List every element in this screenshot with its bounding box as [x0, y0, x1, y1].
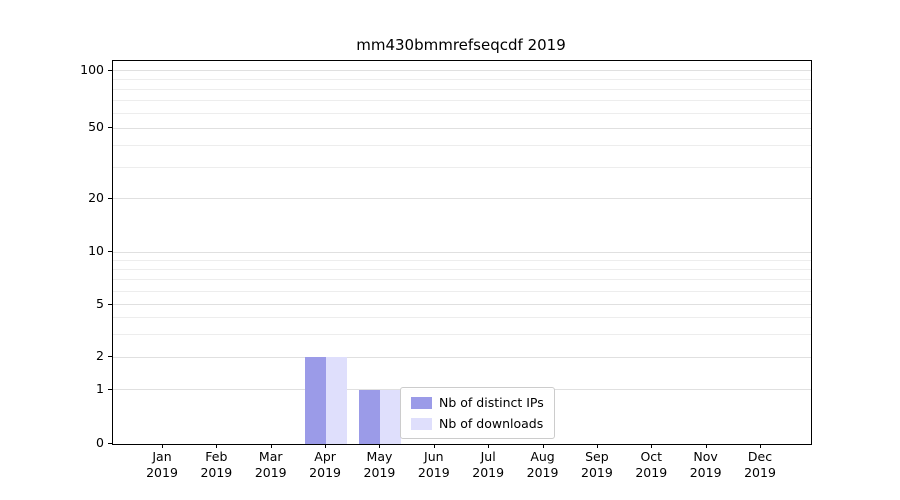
- x-tick-year: 2019: [689, 465, 722, 480]
- x-tick-year: 2019: [417, 465, 450, 480]
- x-tick-mark: [488, 444, 490, 448]
- legend-entry-downloads: Nb of downloads: [411, 416, 544, 431]
- x-tick-year: 2019: [581, 465, 613, 480]
- x-tick-year: 2019: [309, 465, 341, 480]
- x-tick-label-jun: Jun 2019: [404, 449, 464, 481]
- legend-swatch-distinct-ips: [411, 396, 432, 409]
- x-tick-label-aug: Aug 2019: [513, 449, 573, 481]
- x-tick-mark: [379, 444, 381, 448]
- x-tick-mark: [760, 444, 761, 448]
- x-tick-month: Mar: [258, 449, 283, 464]
- gridline-40: [113, 144, 811, 146]
- x-tick-month: Dec: [747, 449, 773, 464]
- legend-entry-distinct-ips: Nb of distinct IPs: [411, 395, 544, 410]
- x-tick-mark: [162, 444, 163, 448]
- x-tick-label-mar: Mar 2019: [241, 449, 301, 481]
- x-tick-year: 2019: [744, 465, 776, 480]
- y-tick-mark: [108, 127, 112, 129]
- x-tick-label-jul: Jul 2019: [458, 449, 518, 481]
- y-tick-mark: [108, 303, 112, 305]
- x-tick-mark: [705, 444, 707, 448]
- x-tick-mark: [542, 444, 544, 448]
- x-tick-label-may: May 2019: [349, 449, 409, 481]
- x-tick-month: Nov: [693, 449, 718, 464]
- y-tick-label-2: 2: [96, 348, 104, 364]
- x-tick-year: 2019: [472, 465, 505, 480]
- x-tick-year: 2019: [635, 465, 668, 480]
- x-tick-label-sep: Sep 2019: [567, 449, 627, 481]
- x-tick-year: 2019: [200, 465, 233, 480]
- x-tick-month: Jul: [480, 449, 496, 464]
- chart-title: mm430bmmrefseqcdf 2019: [356, 36, 566, 54]
- gridline-90: [113, 79, 811, 81]
- x-tick-label-feb: Feb 2019: [186, 449, 246, 481]
- y-tick-label-50: 50: [88, 119, 104, 135]
- y-tick-mark: [108, 251, 112, 253]
- y-tick-mark: [108, 443, 112, 444]
- x-tick-year: 2019: [363, 465, 396, 480]
- x-tick-month: Apr: [314, 449, 336, 464]
- bar-nb-of-downloads-apr: [326, 357, 348, 444]
- y-tick-label-0: 0: [96, 435, 104, 450]
- legend-swatch-downloads: [411, 417, 432, 430]
- gridline-50: [113, 127, 811, 129]
- x-tick-year: 2019: [146, 465, 178, 480]
- x-tick-label-jan: Jan 2019: [132, 449, 192, 481]
- x-tick-label-apr: Apr 2019: [295, 449, 355, 481]
- bar-nb-of-distinct-ips-may: [359, 389, 381, 444]
- bar-nb-of-distinct-ips-apr: [305, 357, 327, 444]
- x-tick-mark: [325, 444, 327, 448]
- gridline-30: [113, 167, 811, 169]
- x-tick-month: Jan: [152, 449, 172, 464]
- x-tick-label-nov: Nov 2019: [676, 449, 736, 481]
- gridline-6: [113, 290, 811, 292]
- x-tick-month: Jun: [424, 449, 444, 464]
- gridline-7: [113, 278, 811, 280]
- gridline-20: [113, 198, 811, 200]
- x-tick-month: Aug: [530, 449, 555, 464]
- gridline-3: [113, 333, 811, 335]
- y-tick-mark: [108, 388, 112, 390]
- y-axis-labels: 0 1 2 5 10 20 50 100: [0, 0, 104, 500]
- y-tick-mark: [108, 69, 112, 71]
- gridline-4: [113, 317, 811, 319]
- bars: [113, 61, 811, 444]
- legend-label-distinct-ips: Nb of distinct IPs: [439, 395, 544, 410]
- gridline-9: [113, 259, 811, 261]
- x-tick-mark: [433, 444, 435, 448]
- gridline-8: [113, 268, 811, 270]
- gridline-60: [113, 112, 811, 114]
- x-tick-mark: [216, 444, 218, 448]
- x-tick-month: Oct: [640, 449, 663, 464]
- y-tick-label-10: 10: [88, 243, 104, 259]
- gridline-2: [113, 356, 811, 358]
- x-tick-mark: [270, 444, 272, 448]
- x-tick-label-oct: Oct 2019: [621, 449, 681, 481]
- gridline-100: [113, 70, 811, 72]
- bar-nb-of-downloads-may: [380, 389, 402, 444]
- x-tick-mark: [596, 444, 598, 448]
- gridline-5: [113, 304, 811, 306]
- y-tick-label-1: 1: [96, 380, 104, 396]
- y-tick-mark: [108, 356, 112, 358]
- legend: Nb of distinct IPs Nb of downloads: [400, 387, 555, 439]
- x-tick-month: Sep: [585, 449, 609, 464]
- y-tick-label-20: 20: [88, 189, 104, 205]
- x-tick-mark: [651, 444, 653, 448]
- gridline-80: [113, 88, 811, 90]
- plot-area: Nb of distinct IPs Nb of downloads: [112, 60, 812, 445]
- y-tick-label-100: 100: [80, 61, 104, 77]
- x-tick-month: Feb: [205, 449, 228, 464]
- y-tick-label-5: 5: [96, 295, 104, 311]
- x-tick-year: 2019: [526, 465, 559, 480]
- legend-label-downloads: Nb of downloads: [439, 416, 544, 431]
- x-tick-year: 2019: [254, 465, 287, 480]
- x-tick-month: May: [366, 449, 393, 464]
- gridline-70: [113, 99, 811, 101]
- x-tick-label-dec: Dec 2019: [730, 449, 790, 481]
- gridline-10: [113, 251, 811, 253]
- y-tick-mark: [108, 197, 112, 199]
